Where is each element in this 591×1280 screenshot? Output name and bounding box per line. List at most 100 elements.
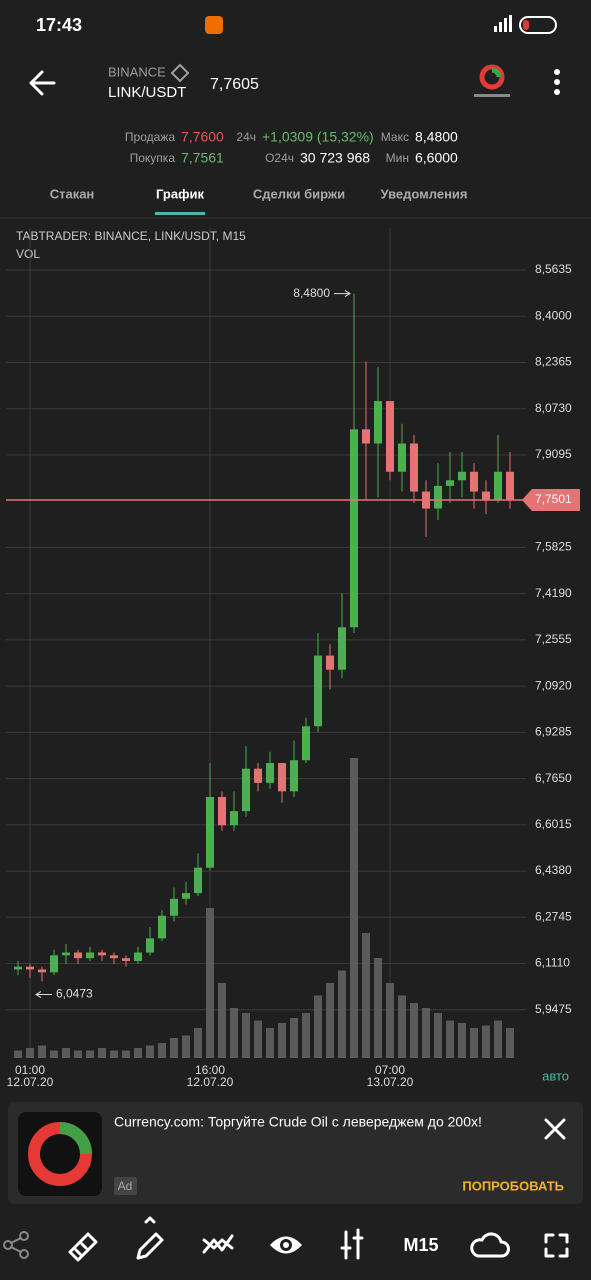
candle-body: [242, 768, 250, 812]
volume-bar: [38, 1045, 46, 1058]
candle-body: [218, 796, 226, 826]
cloud-button[interactable]: [470, 1232, 510, 1258]
candle-body: [98, 952, 106, 956]
candle-body: [182, 893, 190, 899]
candle-body: [302, 726, 310, 761]
candle-body: [38, 969, 46, 973]
volume-bar: [230, 1008, 238, 1058]
stat-value: 8,4800: [415, 129, 458, 145]
x-tick-label: 13.07.20: [367, 1075, 414, 1089]
candle-body: [494, 471, 502, 501]
candle-body: [146, 938, 154, 953]
y-tick-label: 7,4190: [535, 586, 572, 600]
ad-banner[interactable]: [8, 1102, 583, 1204]
back-button[interactable]: [29, 70, 56, 96]
candle-body: [230, 811, 238, 826]
volume-bar: [458, 1023, 466, 1058]
candle-body: [350, 429, 358, 628]
candle-body: [470, 471, 478, 492]
volume-bar: [50, 1050, 58, 1058]
volume-bar: [338, 970, 346, 1058]
exchange: BINANCE: [108, 64, 166, 79]
battery-level: [523, 20, 529, 30]
tab[interactable]: Уведомления: [380, 186, 467, 201]
volume-bar: [350, 758, 358, 1058]
candle-body: [86, 952, 94, 959]
broker-logo[interactable]: [474, 64, 510, 97]
ad-badge: Ad: [118, 1179, 133, 1193]
tab[interactable]: Стакан: [50, 186, 95, 201]
x-tick-label: 16:00: [195, 1063, 225, 1077]
stat-value: 30 723 968: [300, 150, 370, 166]
volume-bar: [266, 1028, 274, 1058]
volume-bar: [374, 958, 382, 1058]
menu-button[interactable]: [554, 69, 560, 95]
candle-body: [206, 796, 214, 868]
candle-body: [362, 429, 370, 444]
candle-body: [134, 952, 142, 962]
ad-close[interactable]: [544, 1118, 566, 1140]
indicators-button[interactable]: [202, 1234, 234, 1254]
stat-label: O24ч: [265, 151, 294, 165]
current-price-tag: [522, 489, 580, 512]
scale-mode[interactable]: авто: [542, 1068, 569, 1083]
chart: TABTRADER: BINANCE, LINK/USDT, M15 VOL а…: [6, 228, 580, 1089]
volume-bar: [446, 1020, 454, 1058]
x-tick-label: 07:00: [375, 1063, 405, 1077]
y-tick-label: 8,2365: [535, 355, 572, 369]
stat-value: 7,7600: [181, 129, 224, 145]
candle-body: [26, 966, 34, 970]
volume-bar: [218, 983, 226, 1058]
y-tick-label: 8,5635: [535, 262, 572, 276]
volume-bar: [362, 933, 370, 1058]
signal: [494, 15, 512, 32]
toolbar: M15: [3, 1216, 569, 1262]
visibility-button[interactable]: [270, 1236, 302, 1254]
ad-action[interactable]: ПОПРОБОВАТЬ: [462, 1178, 564, 1193]
volume-bar: [494, 1020, 502, 1058]
candle-body: [446, 480, 454, 486]
chart-type-button[interactable]: [340, 1228, 364, 1260]
candle-body: [278, 763, 286, 792]
draw-button[interactable]: [136, 1216, 164, 1260]
y-tick-label: 8,0730: [535, 401, 572, 415]
volume-bar: [422, 1008, 430, 1058]
volume-title: VOL: [16, 247, 40, 261]
volume-bar: [290, 1018, 298, 1058]
volume-bar: [506, 1028, 514, 1058]
y-tick-label: 6,7650: [535, 771, 572, 785]
stat-value: 7,7561: [181, 150, 224, 166]
fullscreen-button[interactable]: [544, 1233, 569, 1258]
candle-body: [290, 760, 298, 792]
volume-bar: [122, 1050, 130, 1058]
volume-bar: [86, 1050, 94, 1058]
ruler-button[interactable]: [68, 1232, 98, 1262]
y-tick-label: 7,9095: [535, 447, 572, 461]
volume-bar: [62, 1048, 70, 1058]
stat-value: 6,6000: [415, 150, 458, 166]
stat-label: 24ч: [236, 130, 256, 144]
share-button[interactable]: [3, 1231, 29, 1259]
current-price-label: 7,7501: [535, 492, 572, 506]
candle-body: [314, 655, 322, 727]
volume-bar: [194, 1028, 202, 1058]
x-tick-label: 12.07.20: [187, 1075, 234, 1089]
last-price: 7,7605: [210, 76, 259, 93]
tab[interactable]: Сделки биржи: [253, 186, 345, 201]
pair: LINK/USDT: [108, 84, 186, 101]
candle-body: [458, 471, 466, 481]
interval-button[interactable]: M15: [403, 1235, 438, 1255]
tab-indicator: [155, 212, 205, 215]
annotation-arrow: [334, 290, 351, 298]
volume-bar: [314, 995, 322, 1058]
tabs: Стакан График Сделки биржи Уведомления: [50, 186, 468, 215]
y-tick-label: 7,5825: [535, 540, 572, 554]
y-tick-label: 8,4000: [535, 308, 572, 322]
y-tick-label: 6,4380: [535, 863, 572, 877]
candle-body: [50, 955, 58, 973]
volume-bar: [170, 1038, 178, 1058]
volume-bar: [410, 1003, 418, 1058]
tab[interactable]: График: [156, 186, 204, 201]
ad-badge-box: [114, 1177, 137, 1195]
